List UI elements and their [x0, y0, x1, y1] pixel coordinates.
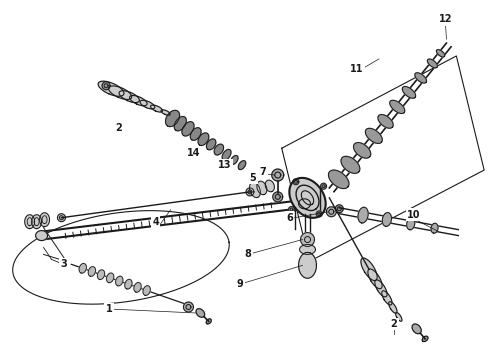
Polygon shape [415, 73, 426, 83]
Polygon shape [206, 319, 211, 324]
Polygon shape [140, 100, 155, 109]
Polygon shape [298, 252, 317, 278]
Polygon shape [427, 59, 438, 68]
Polygon shape [422, 336, 428, 342]
Polygon shape [378, 114, 393, 128]
Polygon shape [358, 207, 368, 223]
Polygon shape [161, 110, 170, 115]
Polygon shape [437, 50, 445, 57]
Text: 8: 8 [245, 249, 251, 260]
Polygon shape [382, 213, 392, 226]
Polygon shape [396, 312, 402, 321]
Polygon shape [190, 128, 201, 140]
Polygon shape [402, 86, 416, 98]
Polygon shape [32, 215, 42, 229]
Polygon shape [390, 100, 405, 113]
Polygon shape [214, 144, 223, 155]
Polygon shape [206, 139, 216, 150]
Polygon shape [412, 324, 421, 334]
Polygon shape [328, 170, 349, 189]
Polygon shape [246, 188, 254, 196]
Polygon shape [375, 280, 387, 297]
Polygon shape [36, 231, 48, 240]
Text: 4: 4 [152, 217, 159, 227]
Polygon shape [98, 81, 124, 96]
Polygon shape [119, 91, 139, 103]
Polygon shape [166, 111, 179, 127]
Polygon shape [196, 309, 205, 317]
Text: 9: 9 [237, 279, 244, 289]
Polygon shape [88, 267, 96, 276]
Polygon shape [231, 156, 238, 165]
Text: 14: 14 [187, 148, 200, 158]
Text: 13: 13 [219, 160, 232, 170]
Polygon shape [198, 133, 209, 145]
Polygon shape [273, 192, 283, 202]
Polygon shape [382, 291, 392, 305]
Text: 1: 1 [106, 304, 112, 314]
Polygon shape [320, 183, 326, 189]
Polygon shape [40, 213, 49, 227]
Polygon shape [106, 273, 114, 283]
Polygon shape [290, 178, 326, 218]
Polygon shape [134, 283, 141, 292]
Polygon shape [335, 205, 343, 213]
Polygon shape [238, 161, 245, 170]
Polygon shape [98, 270, 105, 279]
Text: 5: 5 [249, 173, 256, 183]
Polygon shape [289, 207, 294, 212]
Polygon shape [366, 128, 382, 143]
Polygon shape [129, 95, 147, 106]
Polygon shape [222, 149, 231, 160]
Text: 2: 2 [116, 123, 122, 134]
Polygon shape [368, 269, 382, 289]
Polygon shape [299, 244, 316, 255]
Polygon shape [109, 86, 132, 99]
Polygon shape [293, 179, 299, 185]
Polygon shape [79, 264, 86, 273]
Polygon shape [257, 181, 267, 195]
Polygon shape [341, 156, 360, 173]
Polygon shape [361, 258, 377, 280]
Polygon shape [407, 218, 415, 230]
Polygon shape [174, 117, 186, 131]
Polygon shape [150, 105, 163, 112]
Polygon shape [24, 215, 35, 229]
Polygon shape [182, 122, 194, 136]
Polygon shape [316, 211, 322, 217]
Text: 6: 6 [286, 213, 293, 223]
Text: 12: 12 [439, 14, 452, 24]
Polygon shape [354, 143, 371, 158]
Polygon shape [298, 199, 311, 209]
Polygon shape [183, 302, 194, 312]
Polygon shape [57, 214, 65, 222]
Polygon shape [326, 207, 336, 217]
Polygon shape [143, 286, 150, 295]
Text: 11: 11 [350, 64, 364, 74]
Polygon shape [389, 302, 397, 313]
Polygon shape [431, 223, 438, 233]
Polygon shape [272, 169, 284, 181]
Polygon shape [116, 276, 123, 286]
Text: 10: 10 [407, 210, 420, 220]
Polygon shape [102, 82, 110, 90]
Text: 3: 3 [60, 259, 67, 269]
Polygon shape [125, 279, 132, 289]
Text: 7: 7 [260, 167, 266, 177]
Polygon shape [249, 182, 260, 198]
Polygon shape [300, 233, 315, 247]
Text: 2: 2 [391, 319, 397, 329]
Polygon shape [265, 180, 274, 192]
